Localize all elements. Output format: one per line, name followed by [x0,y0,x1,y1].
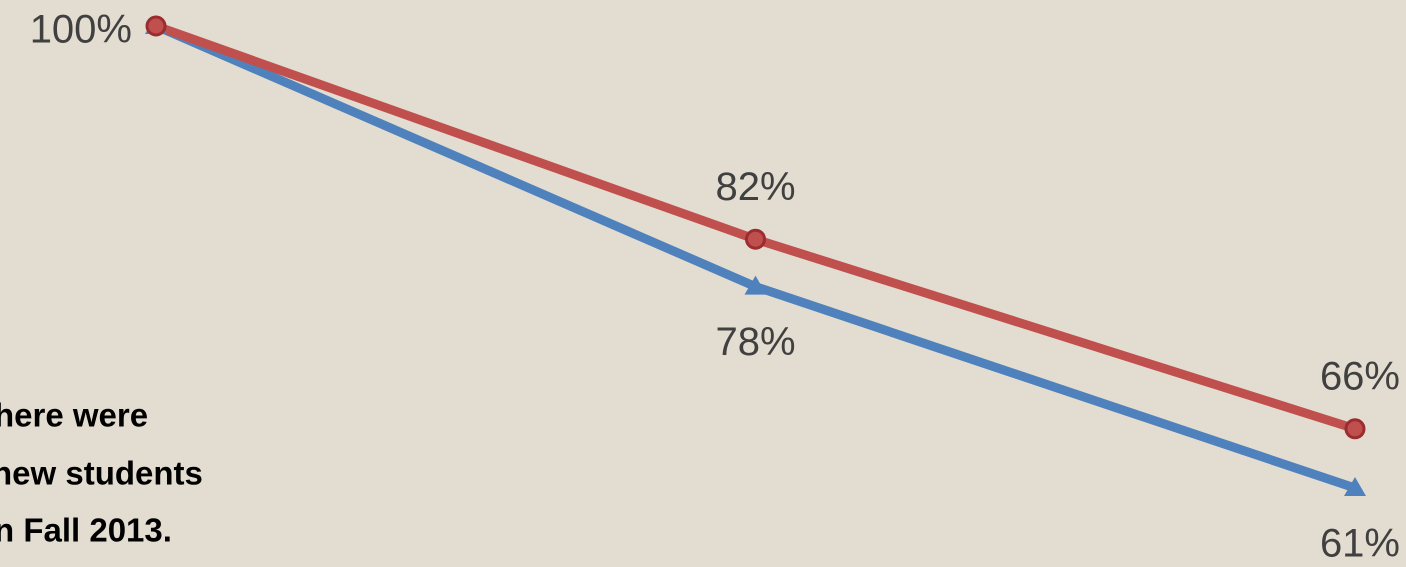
marker [1344,477,1366,496]
marker [1344,418,1366,440]
marker [745,228,766,250]
series-line [154,21,1357,493]
annotation-line: new students [0,455,203,492]
data-label: 82% [715,165,795,209]
annotation-line: n Fall 2013. [0,512,172,549]
marker [744,275,767,295]
data-label: 100% [30,8,132,52]
series-line [154,21,1357,434]
annotation: here were new students n Fall 2013. [0,397,203,549]
data-label: 66% [1320,354,1400,398]
data-label: 61% [1320,522,1400,566]
data-label: 78% [715,320,795,364]
annotation-line: here were [0,397,148,434]
marker [145,15,167,37]
